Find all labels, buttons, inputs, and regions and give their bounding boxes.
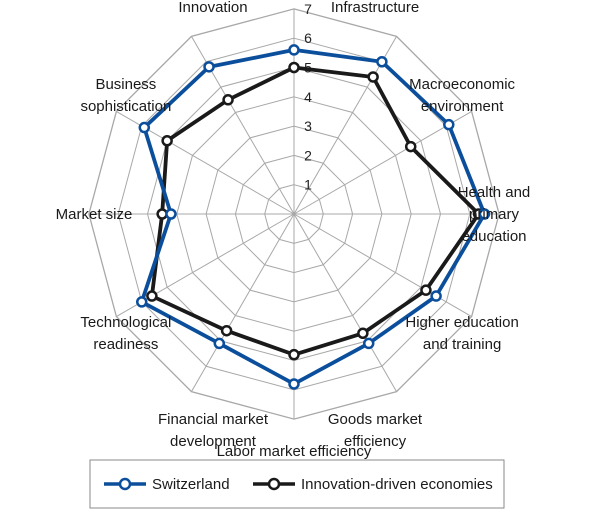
axis-label-line: readiness	[93, 336, 158, 353]
axis-label-line: environment	[421, 98, 504, 115]
axis-label-line: Goods market	[328, 411, 423, 428]
axis-label-line: education	[461, 228, 526, 245]
point-switzerland-innovation	[203, 61, 215, 73]
axis-label-line: Innovation	[178, 0, 247, 16]
point-innovation-driven-economies-innovation	[222, 94, 234, 106]
axis-label-technological-readiness: Technological readiness	[80, 314, 171, 353]
axis-label-line: Financial market	[158, 411, 269, 428]
axis-label-health-and-primary-education: Health and primary education	[458, 184, 531, 245]
point-innovation-driven-economies-technological-readiness	[146, 290, 158, 302]
point-innovation-driven-economies-goods-market-efficiency	[357, 327, 369, 340]
axis-label-macroeconomic-environment: Macroeconomic environment	[409, 76, 515, 115]
axis-label-business-sophistication: Business sophistication	[80, 76, 171, 115]
axis-label-line: primary	[469, 206, 520, 223]
point-switzerland-macroeconomic-environment	[443, 118, 455, 131]
chart-legend: Switzerland Innovation-driven economies	[89, 459, 505, 509]
spoke-goods-market-efficiency	[293, 213, 397, 392]
point-switzerland-market-size	[165, 208, 177, 220]
tick-label-1: 1	[304, 177, 312, 193]
axis-label-line: efficiency	[344, 433, 407, 450]
axis-label-line: and training	[423, 336, 501, 353]
axis-label-goods-market-efficiency: Goods market efficiency	[328, 411, 423, 450]
axis-label-line: development	[170, 433, 257, 450]
legend-box	[89, 459, 505, 509]
tick-label-6: 6	[304, 30, 312, 46]
axis-label-labor-market-efficiency: Labor market efficiency	[217, 443, 372, 460]
point-innovation-driven-economies-institutions	[288, 61, 300, 74]
point-switzerland-financial-market-development	[213, 337, 226, 350]
legend-innovation-economies-marker	[267, 477, 281, 491]
axis-label-line: Health and	[458, 184, 531, 201]
axis-label-line: Technological	[80, 314, 171, 331]
point-innovation-driven-economies-infrastructure	[367, 71, 379, 83]
tick-label-3: 3	[304, 118, 312, 134]
axis-label-financial-market-development: Financial market development	[158, 411, 269, 450]
point-switzerland-business-sophistication	[138, 121, 151, 134]
point-innovation-driven-economies-labor-market-efficiency	[288, 348, 300, 361]
axis-label-market-size: Market size	[56, 206, 133, 223]
axis-label-line: Market size	[56, 206, 133, 223]
spoke-macroeconomic-environment	[293, 111, 472, 215]
axis-label-higher-education-and-training: Higher education and training	[405, 314, 518, 353]
radar-axis-labels: InstitutionsInfrastructureMacroeconomice…	[56, 0, 531, 460]
tick-label-4: 4	[304, 89, 312, 105]
point-innovation-driven-economies-higher-education-and-training	[420, 284, 432, 296]
axis-label-line: Macroeconomic	[409, 76, 515, 93]
legend-switzerland-label: Switzerland	[152, 476, 230, 493]
legend-switzerland-marker	[118, 477, 132, 491]
axis-label-infrastructure: Infrastructure	[331, 0, 419, 16]
point-innovation-driven-economies-macroeconomic-environment	[404, 140, 417, 153]
point-innovation-driven-economies-financial-market-development	[220, 324, 233, 337]
point-switzerland-infrastructure	[376, 56, 388, 68]
point-innovation-driven-economies-business-sophistication	[161, 135, 173, 147]
legend-innovation-economies-label: Innovation-driven economies	[301, 476, 493, 493]
axis-label-innovation: Innovation	[178, 0, 247, 16]
spoke-higher-education-and-training	[293, 213, 472, 317]
axis-label-line: Higher education	[405, 314, 518, 331]
axis-label-line: sophistication	[80, 98, 171, 115]
axis-label-line: Business	[95, 76, 156, 93]
point-switzerland-health-and-primary-education	[478, 208, 491, 220]
spoke-financial-market-development	[191, 213, 295, 392]
tick-label-7: 7	[304, 1, 312, 17]
point-switzerland-higher-education-and-training	[430, 290, 442, 302]
point-switzerland-goods-market-efficiency	[362, 337, 375, 350]
point-switzerland-technological-readiness	[136, 296, 148, 308]
point-switzerland-institutions	[288, 44, 300, 56]
axis-label-line: Infrastructure	[331, 0, 419, 16]
tick-label-2: 2	[304, 147, 312, 163]
axis-label-line: Labor market efficiency	[217, 443, 372, 460]
point-switzerland-labor-market-efficiency	[288, 378, 300, 390]
radar-series	[136, 44, 491, 390]
